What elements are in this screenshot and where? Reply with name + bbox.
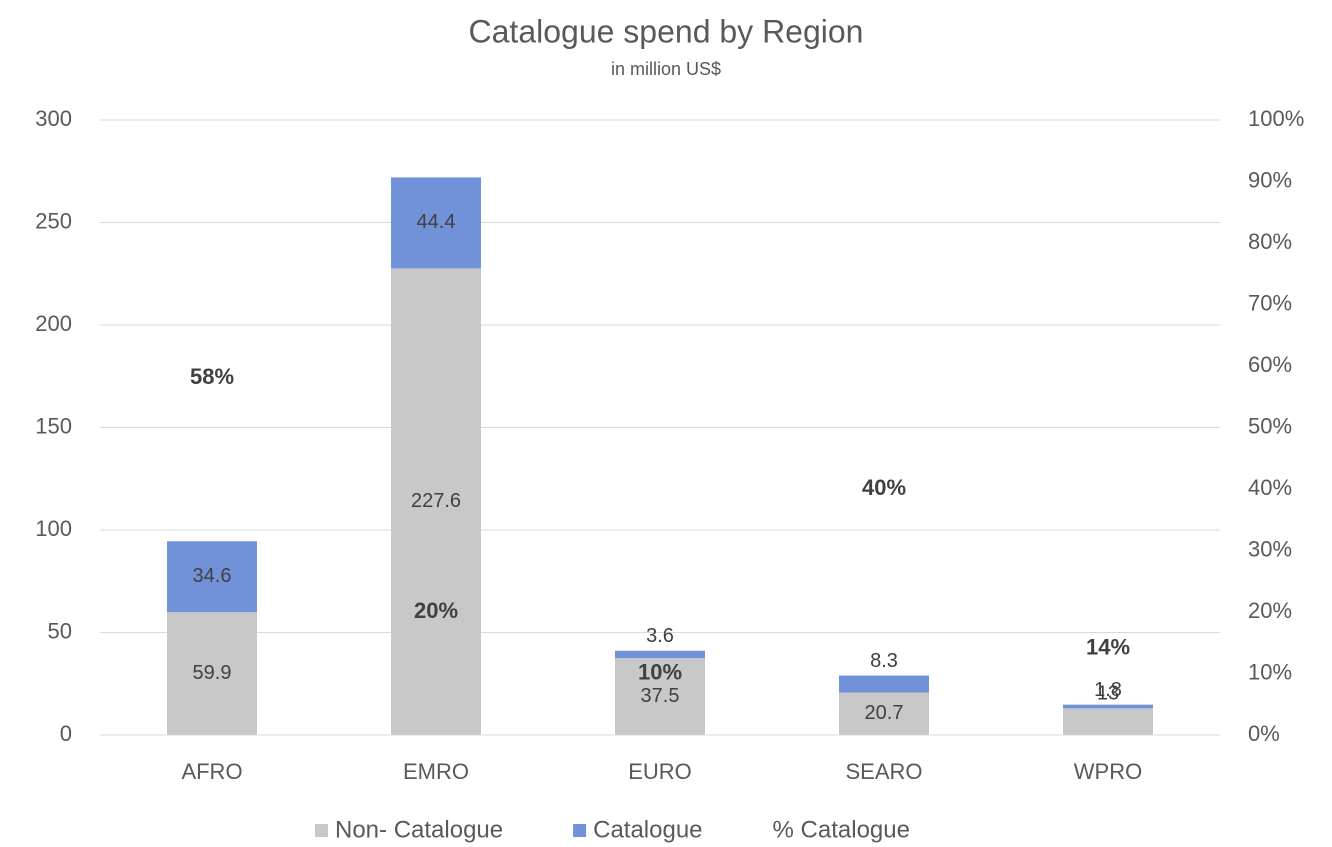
y-tick-label: 250: [35, 208, 72, 233]
data-label: 13: [1097, 683, 1119, 705]
y2-tick-label: 40%: [1248, 475, 1292, 500]
y-tick-label: 50: [48, 618, 72, 643]
legend-label: Catalogue: [593, 816, 702, 843]
y-tick-label: 300: [35, 106, 72, 131]
y2-tick-label: 10%: [1248, 659, 1292, 684]
legend-swatch: [315, 824, 328, 837]
percent-label: 10%: [638, 659, 682, 684]
data-label: 37.5: [641, 685, 680, 707]
bar-segment: [391, 177, 481, 269]
bar-segment: [1063, 708, 1153, 735]
y-tick-label: 150: [35, 413, 72, 438]
percent-label: 20%: [414, 598, 458, 623]
chart-title: Catalogue spend by Region: [469, 13, 864, 49]
data-label: 227.6: [411, 490, 461, 512]
percent-label: 14%: [1086, 635, 1130, 660]
y2-tick-label: 50%: [1248, 413, 1292, 438]
data-label: 8.3: [870, 650, 898, 672]
data-label: 59.9: [193, 662, 232, 684]
data-label: 34.6: [193, 565, 232, 587]
x-tick-label: EURO: [628, 759, 692, 784]
data-label: 20.7: [865, 702, 904, 724]
bar-segment: [839, 675, 929, 693]
data-label: 3.6: [646, 625, 674, 647]
bar-segment: [167, 612, 257, 735]
bar-segment: [1063, 704, 1153, 709]
y2-tick-label: 0%: [1248, 721, 1280, 746]
bar-segment: [839, 692, 929, 735]
y2-tick-label: 20%: [1248, 598, 1292, 623]
legend-label: % Catalogue: [773, 816, 910, 843]
bar-segment: [615, 650, 705, 659]
x-tick-label: SEARO: [845, 759, 922, 784]
bar-segment: [615, 658, 705, 735]
y-tick-label: 200: [35, 311, 72, 336]
legend-label: Non- Catalogue: [335, 816, 503, 843]
y2-tick-label: 30%: [1248, 536, 1292, 561]
data-label: 44.4: [417, 211, 456, 233]
y-tick-label: 0: [60, 721, 72, 746]
percent-label: 40%: [862, 475, 906, 500]
y2-tick-label: 90%: [1248, 167, 1292, 192]
y2-tick-label: 70%: [1248, 290, 1292, 315]
y-tick-label: 100: [35, 516, 72, 541]
legend-swatch: [573, 824, 587, 837]
x-tick-label: AFRO: [181, 759, 242, 784]
x-tick-label: WPRO: [1074, 759, 1142, 784]
y2-tick-label: 60%: [1248, 352, 1292, 377]
y2-tick-label: 100%: [1248, 106, 1304, 131]
percent-label: 58%: [190, 364, 234, 389]
y2-tick-label: 80%: [1248, 229, 1292, 254]
bar-segment: [391, 268, 481, 735]
chart-subtitle: in million US$: [611, 59, 721, 79]
bar-segment: [167, 541, 257, 613]
x-tick-label: EMRO: [403, 759, 469, 784]
data-label: 1.8: [1094, 679, 1122, 701]
